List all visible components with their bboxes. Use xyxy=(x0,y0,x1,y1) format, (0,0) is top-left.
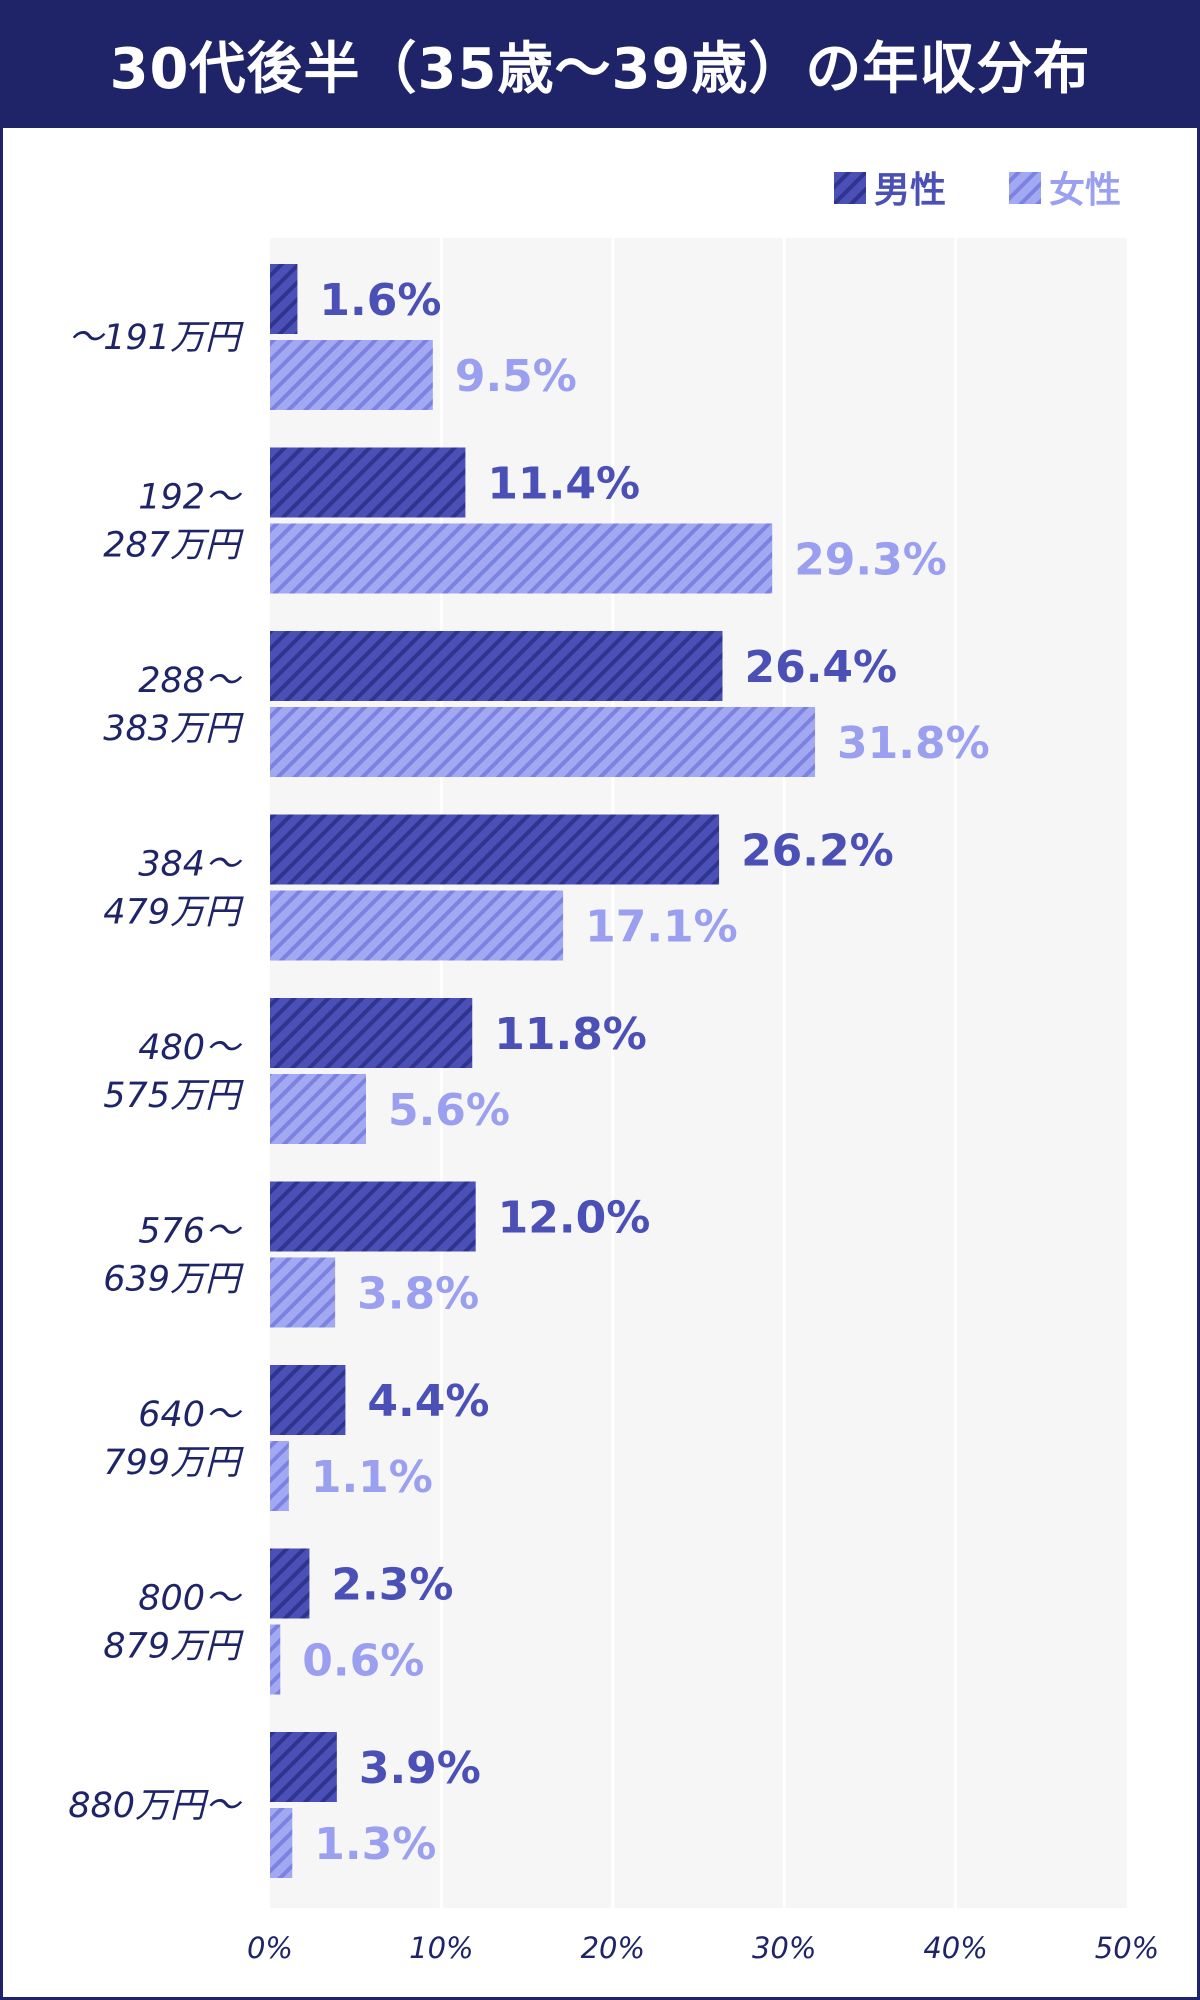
value-label-male: 1.6% xyxy=(319,275,441,326)
value-label-male: 26.2% xyxy=(741,826,894,877)
bar-female xyxy=(270,890,564,961)
category-label: 800〜 xyxy=(138,1579,243,1619)
category-label: 288〜 xyxy=(138,661,243,701)
value-label-female: 0.6% xyxy=(302,1636,424,1687)
bar-female xyxy=(270,1808,293,1878)
value-label-male: 26.4% xyxy=(744,642,897,693)
category-label: 879万円 xyxy=(103,1627,244,1667)
value-label-male: 12.0% xyxy=(498,1193,651,1244)
value-label-male: 3.9% xyxy=(359,1743,481,1794)
chart-title: 30代後半（35歳〜39歳）の年収分布 xyxy=(0,0,1200,128)
x-tick-label: 50% xyxy=(1095,1931,1159,1965)
value-label-female: 17.1% xyxy=(585,902,738,953)
category-label: 383万円 xyxy=(103,709,244,749)
legend-male-label: 男性 xyxy=(874,170,946,211)
category-label: 576〜 xyxy=(138,1212,243,1252)
bar-male xyxy=(270,447,466,518)
category-label: 639万円 xyxy=(103,1260,244,1300)
category-label: 480〜 xyxy=(138,1028,243,1068)
legend-male-swatch xyxy=(834,172,866,204)
value-label-female: 3.8% xyxy=(357,1269,479,1320)
bar-male xyxy=(270,1181,476,1252)
value-label-female: 29.3% xyxy=(794,535,947,586)
category-label: 799万円 xyxy=(103,1443,244,1483)
legend-female-swatch xyxy=(1009,172,1041,204)
value-label-male: 2.3% xyxy=(331,1560,453,1611)
category-label: 192〜 xyxy=(138,478,243,518)
bar-male xyxy=(270,1365,346,1435)
value-label-female: 31.8% xyxy=(837,718,990,769)
bar-female xyxy=(270,1257,336,1328)
bar-male xyxy=(270,814,720,885)
category-label: 384〜 xyxy=(138,845,243,885)
category-label: 287万円 xyxy=(103,526,244,566)
category-label: 〜191万円 xyxy=(68,318,244,358)
bar-female xyxy=(270,1441,289,1511)
x-tick-label: 30% xyxy=(752,1931,816,1965)
bar-female xyxy=(270,523,773,594)
category-label: 479万円 xyxy=(103,893,244,933)
bar-female xyxy=(270,1624,281,1695)
value-label-male: 11.4% xyxy=(487,459,640,510)
value-label-male: 11.8% xyxy=(494,1009,647,1060)
x-tick-label: 20% xyxy=(581,1931,645,1965)
x-tick-label: 40% xyxy=(923,1931,987,1965)
value-label-female: 1.1% xyxy=(311,1452,433,1503)
bar-male xyxy=(270,998,473,1068)
bar-female xyxy=(270,1074,366,1144)
bar-male xyxy=(270,1732,337,1802)
bar-male xyxy=(270,1548,310,1619)
value-label-female: 5.6% xyxy=(388,1085,510,1136)
bar-male xyxy=(270,264,298,334)
legend-female-label: 女性 xyxy=(1049,170,1121,211)
x-tick-label: 0% xyxy=(247,1931,293,1965)
bar-female xyxy=(270,340,433,410)
category-label: 880万円〜 xyxy=(68,1786,243,1826)
category-label: 640〜 xyxy=(138,1395,243,1435)
bar-male xyxy=(270,631,723,701)
value-label-female: 1.3% xyxy=(314,1819,436,1870)
category-label: 575万円 xyxy=(103,1076,244,1116)
x-tick-label: 10% xyxy=(409,1931,473,1965)
value-label-male: 4.4% xyxy=(367,1376,489,1427)
value-label-female: 9.5% xyxy=(455,351,577,402)
bar-female xyxy=(270,707,816,777)
